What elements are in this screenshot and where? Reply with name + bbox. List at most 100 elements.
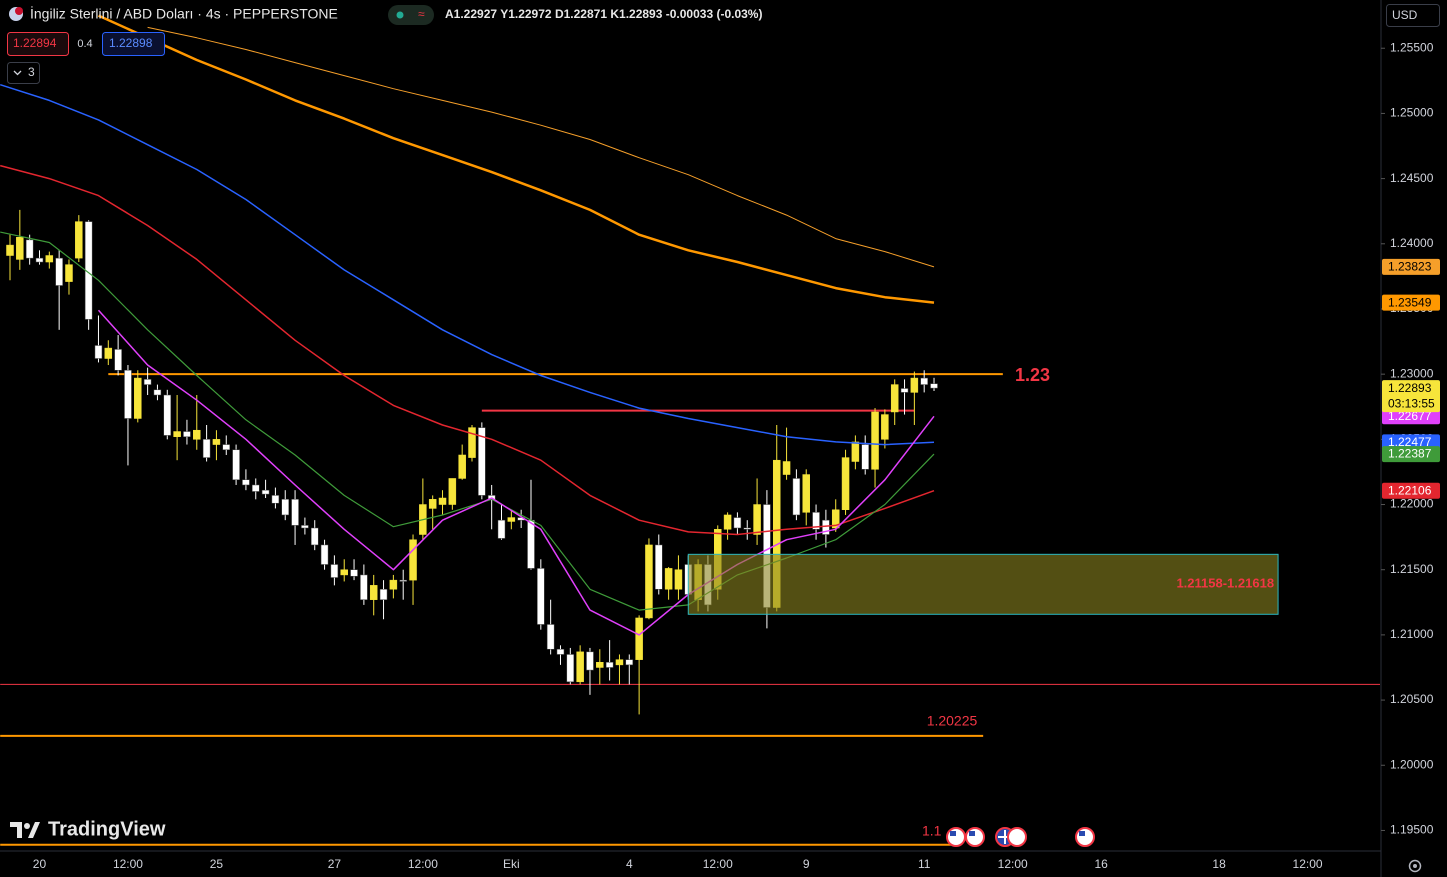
event-icons [946,827,1095,847]
flag [950,831,956,836]
buy-button[interactable] [102,32,165,56]
x-tick-label: 4 [626,857,633,871]
indicator-count: 3 [28,65,35,79]
header: İngiliz Sterlini / ABD Doları · 4s · PEP… [7,4,1440,84]
candle-body [232,449,240,481]
x-tick-label: 12:00 [998,857,1028,871]
candle-body [193,429,201,440]
indicators-toggle[interactable] [7,62,40,84]
candle-body [291,499,299,526]
candle-body [920,377,928,385]
ohlc-label: Y [500,7,508,21]
ohlc-value: 1.22972 [508,7,552,21]
ohlc: A1.22927 Y1.22972 D1.22871 K1.22893 -0.0… [445,7,762,21]
candle-body [212,439,221,445]
symbol-title[interactable]: İngiliz Sterlini / ABD Doları · 4s · PEP… [30,5,338,22]
logo-mark [10,822,40,838]
axis-badge-label: 1.23823 [1388,260,1432,274]
candle-body [55,257,63,286]
candle-body [782,461,791,475]
event-icon[interactable] [965,827,985,847]
axis-badge-label: 1.22677 [1388,409,1432,423]
last-price-label: 1.22893 [1388,381,1432,395]
x-tick-label: Eki [503,857,520,871]
candle-body [743,527,751,530]
moving-average [0,164,935,536]
axis-badge-label: 1.23549 [1388,295,1432,309]
settings[interactable] [1408,859,1422,873]
price-zone [687,553,1279,615]
candle-body [900,388,909,393]
y-tick-label: 1.25000 [1390,106,1434,120]
candle-body [753,504,761,535]
plot-area: 1.21158-1.21618 [0,14,1380,846]
candle-body [389,579,398,590]
x-tick-label: 9 [803,857,810,871]
flag [1079,831,1085,836]
ohlc-value: 1.22893 [619,7,663,21]
flag [969,831,975,836]
candle-body [861,444,869,470]
candle-body [379,589,388,600]
candle-body [733,517,742,529]
status-icon: ≈ [418,7,425,21]
axis-badge [1382,258,1440,275]
zone-label: 1.21158-1.21618 [1176,576,1274,591]
settings-icon [1413,864,1417,868]
logo-text: TradingView [48,818,166,840]
candle-body [173,431,181,437]
candle-body [350,569,358,577]
candle-body [792,478,801,516]
candle-body [556,648,565,655]
candle-body [802,474,810,513]
event-icon[interactable] [1007,827,1027,847]
event-icon[interactable] [946,827,966,847]
x-tick-label: 12:00 [1293,857,1323,871]
y-tick-label: 1.25500 [1390,40,1434,54]
bar-countdown: 03:13:55 [1388,396,1435,410]
candle-body [674,569,683,590]
axis-badge [1382,294,1440,311]
candle-body [468,427,476,458]
y-tick-label: 1.20500 [1390,692,1434,706]
logo-mark [24,823,30,829]
candle-body [812,512,820,530]
currency-select[interactable] [1386,4,1440,27]
candle-body [104,347,113,359]
candle-body [664,568,673,590]
candle-body [409,539,417,581]
candle-body [65,264,73,282]
ohlc-label: D [555,7,564,21]
status-pill[interactable] [388,5,434,25]
x-tick-label: 18 [1212,857,1226,871]
candle-body [507,517,516,522]
candle-body [301,525,309,529]
candle-body [6,244,14,256]
moving-average [0,83,935,446]
event-icon[interactable] [1075,827,1095,847]
candle-body [605,662,614,668]
candle-body [16,237,24,260]
candle-body [310,527,319,546]
candle-body [890,384,899,413]
candle-body [881,414,889,440]
candle-body [399,579,407,582]
sell-button[interactable] [7,32,69,56]
y-tick-label: 1.24500 [1390,171,1434,185]
axis-badge-label: 1.22387 [1388,447,1432,461]
y-tick-label: 1.21500 [1390,562,1434,576]
candle-body [428,499,437,509]
candle-body [625,659,634,666]
level-label: 1.20225 [927,713,978,729]
candle-body [497,519,506,539]
candle-body [25,239,34,259]
candle-body [183,431,191,437]
y-tick-label: 1.19500 [1390,823,1434,837]
x-tick-label: 25 [210,857,224,871]
candle-body [281,499,289,516]
settings-icon[interactable] [1408,859,1422,873]
candle-body [330,564,339,578]
candle-body [202,439,211,458]
candle-body [143,379,152,385]
candle-body [615,659,624,666]
